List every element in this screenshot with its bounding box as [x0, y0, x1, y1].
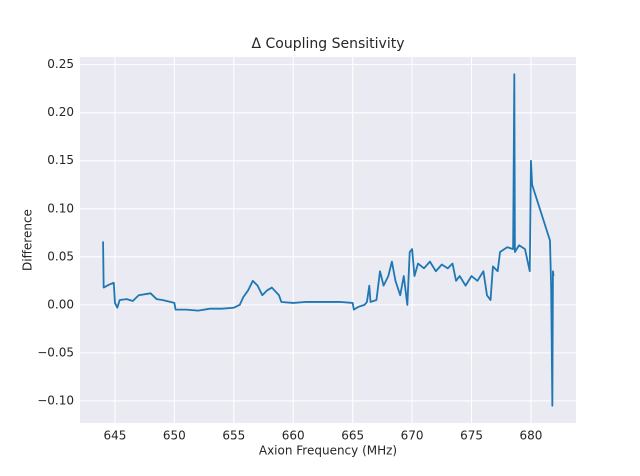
- x-tick-label: 680: [519, 429, 542, 443]
- x-axis-label: Axion Frequency (MHz): [259, 444, 397, 458]
- y-tick-label: 0.00: [47, 297, 74, 311]
- x-tick-label: 650: [163, 429, 186, 443]
- x-tick-label: 660: [282, 429, 305, 443]
- plot-area: [80, 57, 576, 423]
- y-tick-label: 0.05: [47, 249, 74, 263]
- x-tick-label: 665: [341, 429, 364, 443]
- y-tick-label: −0.10: [37, 393, 74, 407]
- data-line: [102, 73, 555, 407]
- y-tick-label: 0.20: [47, 105, 74, 119]
- y-tick-label: 0.10: [47, 201, 74, 215]
- y-tick-label: 0.15: [47, 153, 74, 167]
- y-axis-label: Difference: [21, 209, 35, 271]
- x-tick-label: 645: [103, 429, 126, 443]
- x-tick-label: 670: [401, 429, 424, 443]
- y-tick-label: −0.05: [37, 345, 74, 359]
- x-tick-label: 655: [222, 429, 245, 443]
- chart-title: Δ Coupling Sensitivity: [251, 36, 404, 52]
- y-tick-label: 0.25: [47, 57, 74, 71]
- x-tick-label: 675: [460, 429, 483, 443]
